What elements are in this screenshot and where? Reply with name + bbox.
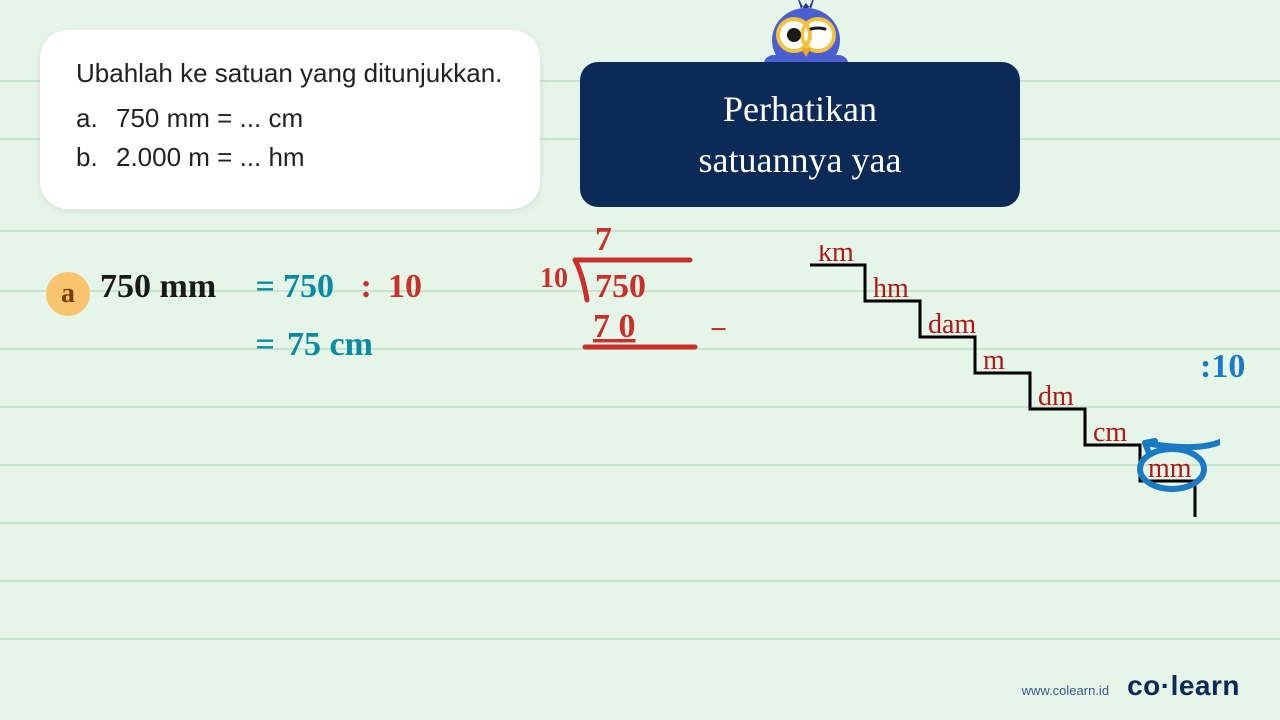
ladder-label-cm: cm (1093, 417, 1127, 448)
division-quotient: 7 (595, 221, 612, 258)
division-sub1: 7 0 (593, 308, 636, 345)
footer-url: www.colearn.id (1022, 683, 1109, 698)
footer-logo: co·learn (1127, 670, 1240, 702)
division-divisor: 10 (540, 263, 568, 294)
work-colon: : (352, 268, 380, 306)
ladder-label-hm: hm (873, 273, 909, 304)
ladder-label-dam: dam (928, 309, 976, 340)
ladder-label-mm: mm (1148, 453, 1192, 484)
work-mid: 750 (283, 268, 334, 306)
work-eq1: = (247, 268, 283, 306)
ladder-label-km: km (818, 245, 854, 268)
work-right: 10 (388, 268, 422, 306)
ladder-svg: kmhmdamm dmcmmm (800, 245, 1220, 525)
long-division: 7 10 750 7 0 − (535, 215, 745, 385)
division-minus: − (710, 313, 727, 346)
ladder-label-dm: dm (1038, 381, 1074, 412)
work-result: 75 cm (287, 326, 373, 364)
work-eq2: = (247, 326, 283, 364)
unit-ladder: kmhmdamm dmcmmm (800, 245, 1220, 525)
ladder-label-m: m (983, 345, 1005, 376)
footer: www.colearn.id co·learn (1022, 670, 1240, 702)
division-dividend: 750 (595, 268, 646, 305)
work-bullet-a: a (46, 272, 90, 316)
work-lhs: 750 mm (100, 268, 216, 306)
